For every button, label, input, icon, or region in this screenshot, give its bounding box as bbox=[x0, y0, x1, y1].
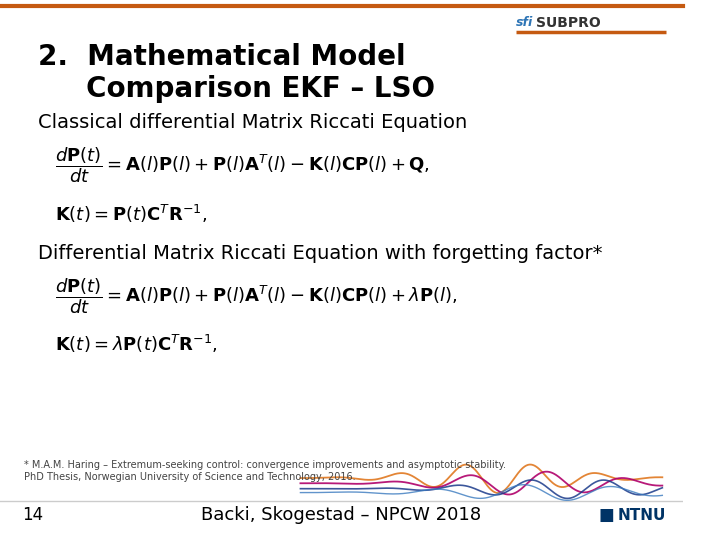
Text: 14: 14 bbox=[22, 506, 43, 524]
Text: NTNU: NTNU bbox=[617, 508, 666, 523]
Text: sfi: sfi bbox=[516, 16, 533, 29]
Text: PhD Thesis, Norwegian University of Science and Technology, 2016.: PhD Thesis, Norwegian University of Scie… bbox=[24, 472, 356, 483]
Text: $\dfrac{d\mathbf{P}(t)}{dt} = \mathbf{A}(l)\mathbf{P}(l) + \mathbf{P}(l)\mathbf{: $\dfrac{d\mathbf{P}(t)}{dt} = \mathbf{A}… bbox=[55, 276, 457, 316]
Text: Differential Matrix Riccati Equation with forgetting factor*: Differential Matrix Riccati Equation wit… bbox=[37, 244, 602, 263]
Text: Comparison EKF – LSO: Comparison EKF – LSO bbox=[37, 75, 435, 103]
Text: SUBPRO: SUBPRO bbox=[536, 16, 600, 30]
Text: Classical differential Matrix Riccati Equation: Classical differential Matrix Riccati Eq… bbox=[37, 113, 467, 132]
Text: $\mathbf{K}(t) = \lambda\mathbf{P}(t)\mathbf{C}^T\mathbf{R}^{-1},$: $\mathbf{K}(t) = \lambda\mathbf{P}(t)\ma… bbox=[55, 333, 217, 355]
Text: ■: ■ bbox=[599, 506, 615, 524]
Text: * M.A.M. Haring – Extremum-seeking control: convergence improvements and asympto: * M.A.M. Haring – Extremum-seeking contr… bbox=[24, 460, 506, 470]
Text: Backi, Skogestad – NPCW 2018: Backi, Skogestad – NPCW 2018 bbox=[202, 506, 482, 524]
Text: 2.  Mathematical Model: 2. Mathematical Model bbox=[37, 43, 405, 71]
Text: $\dfrac{d\mathbf{P}(t)}{dt} = \mathbf{A}(l)\mathbf{P}(l) + \mathbf{P}(l)\mathbf{: $\dfrac{d\mathbf{P}(t)}{dt} = \mathbf{A}… bbox=[55, 146, 430, 185]
Text: $\mathbf{K}(t) = \mathbf{P}(t)\mathbf{C}^T\mathbf{R}^{-1},$: $\mathbf{K}(t) = \mathbf{P}(t)\mathbf{C}… bbox=[55, 202, 207, 225]
